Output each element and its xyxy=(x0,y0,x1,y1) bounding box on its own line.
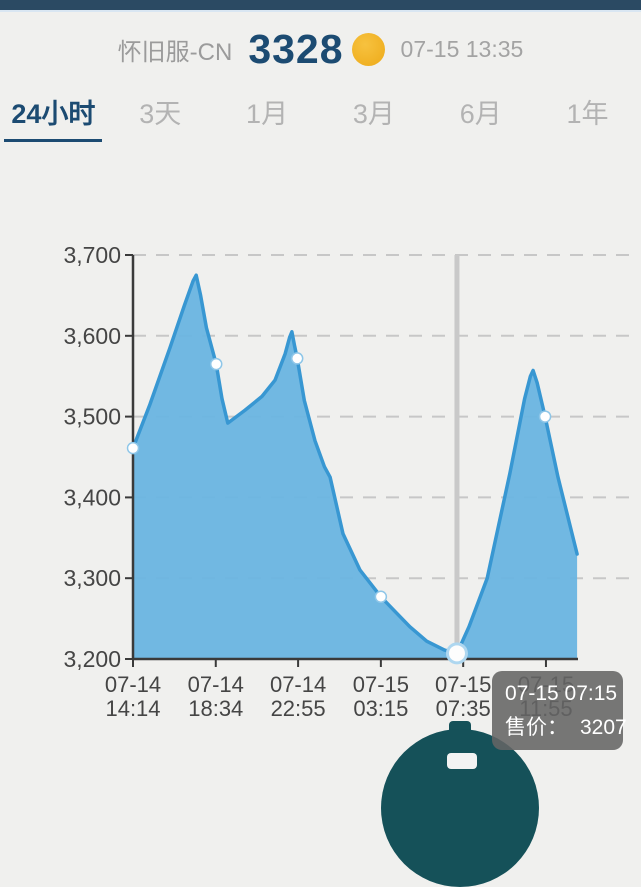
active-point-marker xyxy=(445,642,468,665)
current-price: 3328 xyxy=(248,25,344,72)
x-tick-date: 07-14 xyxy=(105,672,161,697)
x-tick-date: 07-15 xyxy=(353,672,409,697)
price-header: 怀旧服-CN 3328 07-15 13:35 xyxy=(0,22,641,76)
tab-4[interactable]: 6月 xyxy=(427,90,534,142)
x-tick-date: 07-15 xyxy=(435,672,491,697)
x-tick-date: 07-14 xyxy=(188,672,244,697)
tab-1[interactable]: 3天 xyxy=(107,90,214,142)
chart-tooltip: 07-15 07:15 售价： 3207 xyxy=(492,671,627,750)
x-tick-time: 14:14 xyxy=(105,696,160,721)
y-tick-label: 3,300 xyxy=(63,565,121,591)
x-tick-time: 18:34 xyxy=(188,696,243,721)
x-tick-time: 07:35 xyxy=(436,696,491,721)
y-tick-label: 3,200 xyxy=(63,646,121,672)
tooltip-price-row: 售价： 3207 xyxy=(505,714,627,741)
y-tick-label: 3,700 xyxy=(63,242,121,268)
time-range-tabs: 24小时 3天 1月 3月 6月 1年 xyxy=(0,90,641,142)
area-fill xyxy=(133,275,578,659)
tab-label: 1月 xyxy=(246,99,289,129)
tab-2[interactable]: 1月 xyxy=(214,90,321,142)
x-tick-date: 07-14 xyxy=(270,672,326,697)
price-line xyxy=(131,273,579,656)
tab-0[interactable]: 24小时 xyxy=(0,90,107,142)
status-bar xyxy=(0,0,641,12)
data-point-marker xyxy=(538,410,552,423)
y-tick-label: 3,600 xyxy=(63,323,121,349)
x-tick-time: 03:15 xyxy=(353,696,408,721)
fab-icon xyxy=(447,753,477,769)
tooltip-price-value: 3207 xyxy=(580,716,627,739)
tab-label: 6月 xyxy=(459,99,502,129)
tab-label: 3天 xyxy=(139,99,182,129)
tooltip-time: 07-15 07:15 xyxy=(505,682,618,705)
data-point-marker xyxy=(126,441,140,455)
price-timestamp: 07-15 13:35 xyxy=(400,35,524,62)
data-point-marker xyxy=(209,357,223,371)
data-point-marker xyxy=(290,352,304,365)
tab-3[interactable]: 3月 xyxy=(320,90,427,142)
tab-label: 1年 xyxy=(566,99,609,129)
tooltip-price-label: 售价： xyxy=(505,716,568,739)
y-tick-label: 3,500 xyxy=(63,404,121,430)
tab-5[interactable]: 1年 xyxy=(534,90,641,142)
x-tick-time: 22:55 xyxy=(271,696,326,721)
price-chart[interactable]: 3,200 3,300 3,400 3,500 3,600 3,700 07-14 14:14… xyxy=(0,0,641,759)
tab-label: 24小时 xyxy=(4,90,103,142)
y-tick-label: 3,400 xyxy=(63,484,121,510)
server-label: 怀旧服-CN xyxy=(117,38,233,66)
tab-label: 3月 xyxy=(352,99,395,129)
data-point-marker xyxy=(374,590,388,604)
gold-coin-icon xyxy=(351,32,385,66)
